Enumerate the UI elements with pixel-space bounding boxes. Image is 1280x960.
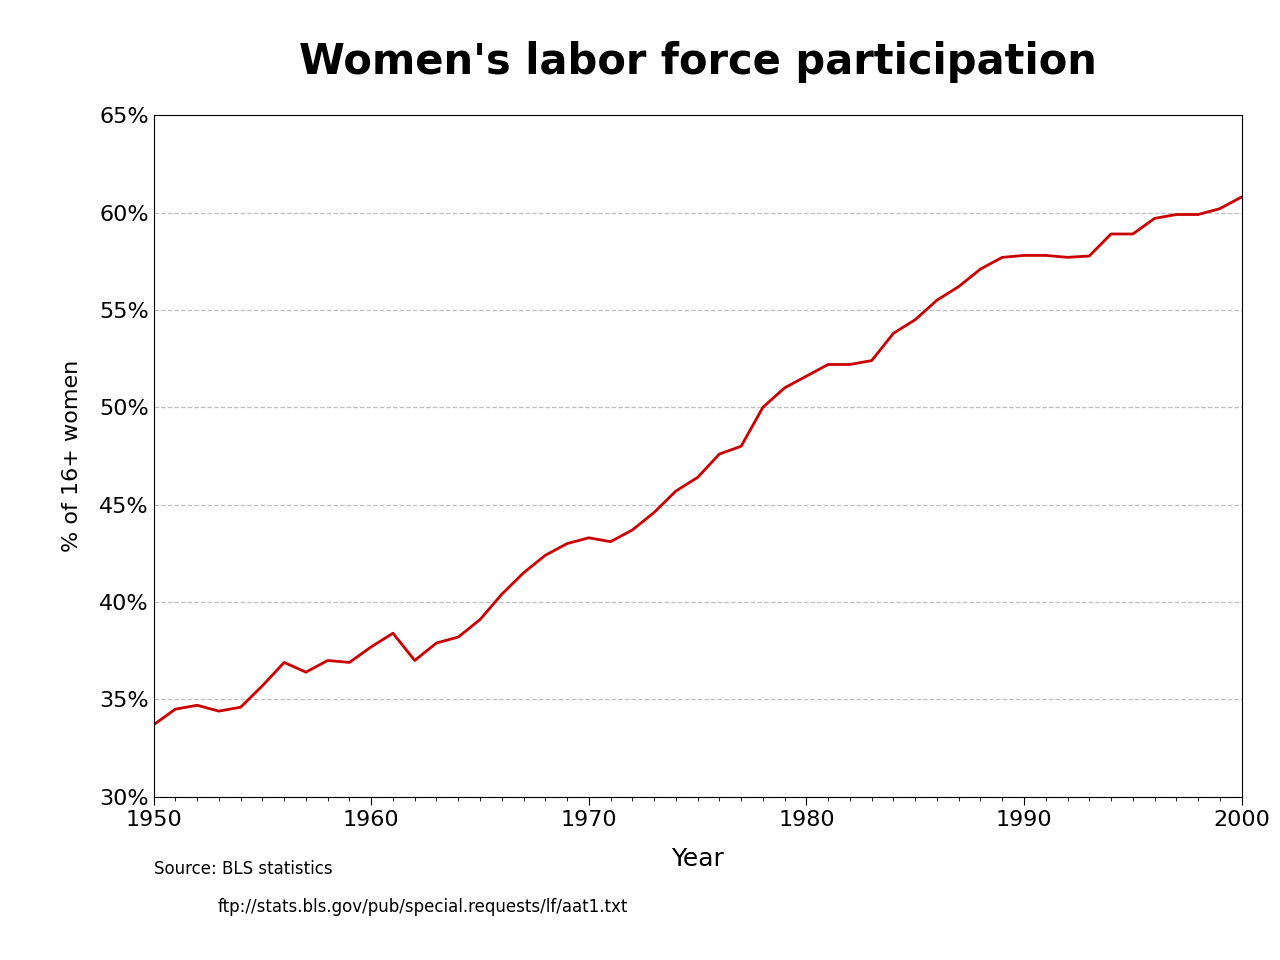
Title: Women's labor force participation: Women's labor force participation xyxy=(298,40,1097,83)
Text: Source: BLS statistics: Source: BLS statistics xyxy=(154,859,333,877)
Y-axis label: % of 16+ women: % of 16+ women xyxy=(63,360,82,552)
X-axis label: Year: Year xyxy=(671,847,724,871)
Text: ftp://stats.bls.gov/pub/special.requests/lf/aat1.txt: ftp://stats.bls.gov/pub/special.requests… xyxy=(218,898,628,916)
